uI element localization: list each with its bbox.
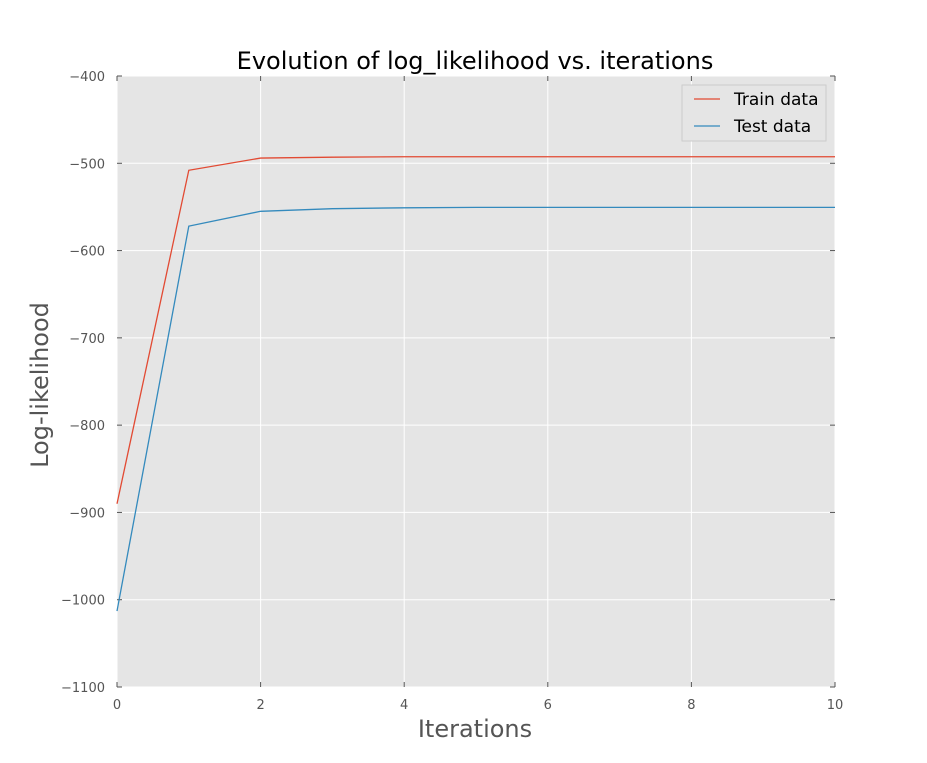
series-line-test: [116, 206, 835, 612]
x-axis-label: Iterations: [418, 715, 532, 743]
chart-title: Evolution of log_likelihood vs. iteratio…: [237, 47, 714, 75]
legend-box: [681, 84, 827, 142]
x-tick-label: 6: [544, 698, 552, 713]
y-tick-label: −600: [69, 245, 105, 260]
tick-marks: [116, 75, 836, 688]
y-tick-label: −400: [69, 70, 105, 85]
y-tick-label: −1100: [61, 681, 105, 696]
legend-label-test: Test data: [733, 117, 811, 137]
x-tick-label: 4: [400, 698, 408, 713]
series-lines: [116, 156, 835, 612]
y-tick-label: −800: [69, 419, 105, 434]
grid-lines: [116, 75, 836, 688]
x-tick-label: 10: [827, 698, 844, 713]
y-tick-label: −500: [69, 157, 105, 172]
y-tick-label: −1000: [61, 594, 105, 609]
legend-label-train: Train data: [733, 90, 819, 110]
x-tick-labels: 0 2 4 6 8 10: [113, 698, 843, 713]
x-tick-label: 8: [687, 698, 695, 713]
legend: Train data Test data: [681, 84, 827, 142]
series-line-train: [116, 156, 835, 504]
y-tick-label: −700: [69, 332, 105, 347]
y-axis-label: Log-likelihood: [26, 302, 54, 468]
x-tick-label: 2: [256, 698, 264, 713]
x-tick-label: 0: [113, 698, 121, 713]
y-tick-label: −900: [69, 506, 105, 521]
y-tick-labels: −1100 −1000 −900 −800 −700 −600 −500 −400: [61, 70, 105, 696]
plot-background: [117, 76, 835, 687]
